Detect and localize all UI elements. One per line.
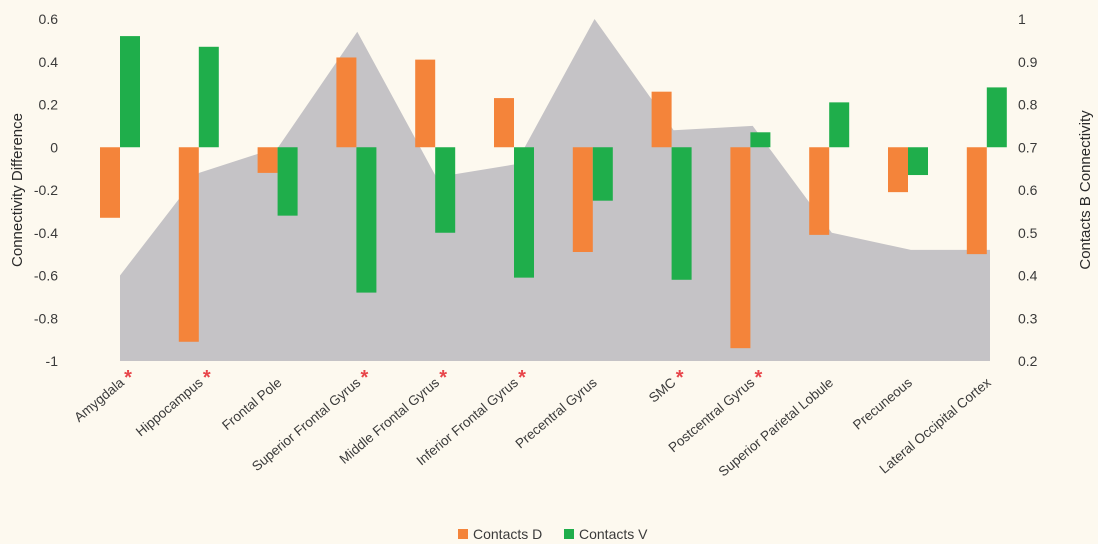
bar-contacts-v — [356, 147, 377, 293]
bar-contacts-d — [178, 147, 199, 342]
significance-markers: * * * * * * * — [124, 367, 762, 389]
bar-contacts-v — [435, 147, 456, 233]
bar-contacts-v — [750, 132, 771, 148]
y-tick-label: -0.8 — [34, 310, 58, 326]
y2-tick-label: 0.2 — [1018, 353, 1038, 369]
bar-contacts-d — [572, 147, 593, 252]
category-label: Frontal Pole — [219, 375, 284, 433]
significance-star: * — [518, 367, 526, 389]
bar-contacts-v — [908, 147, 928, 176]
y-tick-label: 0.4 — [39, 54, 59, 70]
category-label: Amygdala — [71, 375, 127, 425]
significance-star: * — [361, 367, 369, 389]
bar-contacts-v — [671, 147, 692, 280]
significance-star: * — [439, 367, 447, 389]
y-tick-label: 0.6 — [39, 11, 59, 27]
connectivity-area — [120, 19, 990, 361]
bar-contacts-v — [120, 36, 140, 148]
y-tick-label: 0 — [50, 139, 58, 155]
y-tick-label: 0.2 — [39, 97, 59, 113]
category-label: SMC — [646, 375, 679, 406]
bar-contacts-d — [336, 57, 357, 148]
bar-contacts-v — [277, 147, 298, 216]
y2-tick-label: 0.7 — [1018, 139, 1038, 155]
bar-contacts-d — [415, 59, 436, 148]
y-tick-label: -0.4 — [34, 225, 58, 241]
y2-tick-label: 1 — [1018, 11, 1026, 27]
legend-swatch-contacts-v — [564, 529, 574, 539]
y-tick-label: -0.2 — [34, 182, 58, 198]
legend-label-contacts-v: Contacts V — [579, 526, 648, 542]
y2-tick-label: 0.8 — [1018, 97, 1038, 113]
bar-contacts-d — [966, 147, 987, 255]
y-tick-label: -1 — [46, 353, 59, 369]
significance-star: * — [203, 367, 211, 389]
category-labels: Amygdala Hippocampus Frontal PoleSuperior … — [71, 375, 994, 480]
y2-tick-label: 0.4 — [1018, 268, 1038, 284]
bar-contacts-d — [100, 147, 120, 218]
bar-contacts-v — [829, 102, 850, 148]
bar-contacts-d — [888, 147, 908, 193]
category-label: Precuneous — [850, 375, 915, 433]
legend-label-contacts-d: Contacts D — [473, 526, 542, 542]
bars-layer — [100, 36, 1007, 349]
y2-tick-label: 0.3 — [1018, 310, 1038, 326]
y-axis-ticks: 0.6 0.4 0.2 0 -0.2 -0.4 -0.6 -0.8 -1 — [34, 11, 58, 369]
bar-contacts-v — [514, 147, 534, 278]
bar-contacts-d — [651, 91, 672, 148]
y2-tick-label: 0.9 — [1018, 54, 1038, 70]
legend-swatch-contacts-d — [458, 529, 468, 539]
category-label: Hippocampus — [133, 375, 206, 440]
bar-contacts-v — [986, 87, 1007, 148]
bar-contacts-v — [592, 147, 613, 201]
significance-star: * — [676, 367, 684, 389]
y-axis-title: Connectivity Difference — [9, 113, 26, 267]
significance-star: * — [124, 367, 132, 389]
legend: Contacts D Contacts V — [458, 526, 648, 542]
y-tick-label: -0.6 — [34, 268, 58, 284]
area-layer — [120, 19, 990, 361]
significance-star: * — [755, 367, 763, 389]
bar-contacts-d — [494, 98, 514, 148]
y2-tick-label: 0.5 — [1018, 225, 1038, 241]
bar-contacts-d — [257, 147, 278, 173]
bar-contacts-d — [809, 147, 830, 235]
y2-axis-ticks: 1 0.9 0.8 0.7 0.6 0.5 0.4 0.3 0.2 — [1018, 11, 1038, 369]
bar-contacts-d — [730, 147, 751, 349]
y2-axis-title: Contacts B Connectivity — [1077, 110, 1094, 270]
bar-contacts-v — [198, 46, 219, 148]
y2-tick-label: 0.6 — [1018, 182, 1038, 198]
